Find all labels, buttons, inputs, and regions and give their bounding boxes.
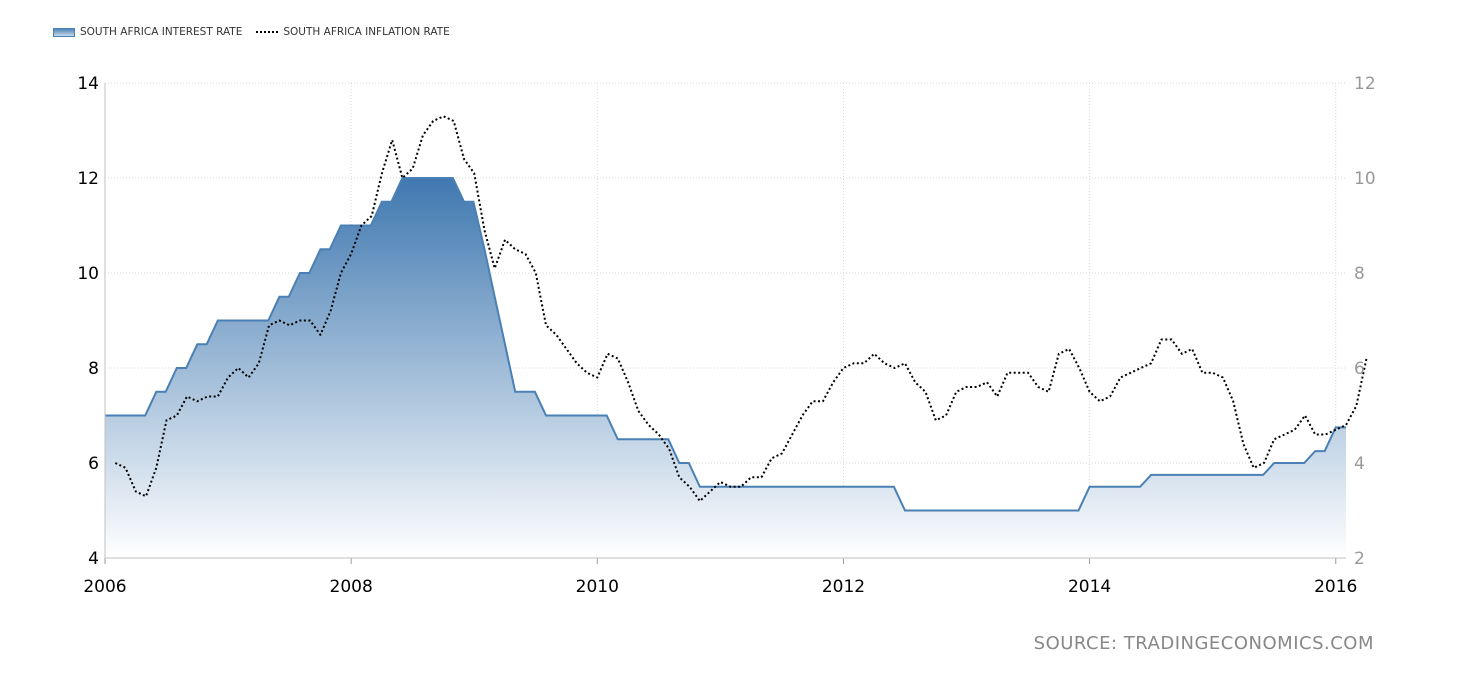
source-credit: SOURCE: TRADINGECONOMICS.COM [1033,633,1374,654]
interest-rate-series [105,177,1346,558]
legend-label-interest-rate: SOUTH AFRICA INTEREST RATE [80,26,243,38]
y-right-tick-label: 8 [1354,264,1365,284]
axes: 4 2 6 4 8 6 10 8 12 10 14 12 2006 2008 2010 2012 2014 201… [77,74,1375,597]
interest-rate-swatch [53,27,75,37]
x-tick-label: 2006 [83,577,126,597]
y-left-tick-label: 10 [77,264,99,284]
inflation-rate-series [114,115,1368,502]
y-left-tick-label: 12 [77,169,99,189]
legend-item-interest-rate[interactable]: SOUTH AFRICA INTEREST RATE [53,26,242,38]
x-tick-label: 2014 [1068,577,1111,597]
legend-label-inflation-rate: SOUTH AFRICA INFLATION RATE [283,26,450,38]
y-left-tick-label: 6 [88,454,99,474]
x-tick-label: 2010 [576,577,619,597]
y-right-tick-label: 12 [1354,74,1376,94]
x-tick-label: 2012 [822,577,865,597]
inflation-rate-line [114,115,1368,502]
y-right-tick-label: 6 [1354,359,1365,379]
chart-legend: SOUTH AFRICA INTEREST RATE SOUTH AFRICA … [53,25,464,39]
x-tick-label: 2008 [330,577,373,597]
y-right-tick-label: 10 [1354,169,1376,189]
interest-rate-area [105,178,1346,558]
inflation-rate-swatch [256,31,279,33]
legend-item-inflation-rate[interactable]: SOUTH AFRICA INFLATION RATE [256,26,450,38]
y-right-tick-label: 4 [1354,454,1365,474]
y-left-tick-label: 4 [88,549,99,569]
y-left-tick-label: 8 [88,359,99,379]
y-right-tick-label: 2 [1354,549,1365,569]
interest-rate-line [105,177,1346,512]
y-left-tick-label: 14 [77,74,99,94]
x-tick-label: 2016 [1314,577,1357,597]
